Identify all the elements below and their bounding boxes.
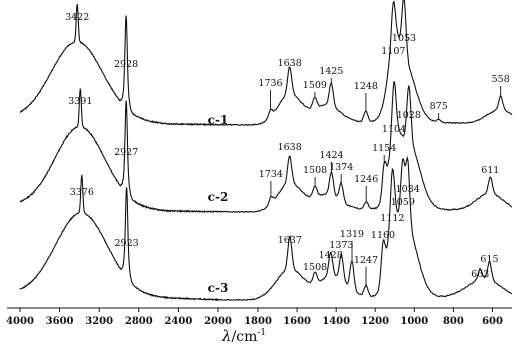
series-label: c-1	[208, 113, 229, 127]
peak-label: 1374	[329, 162, 353, 173]
peak-label: 1637	[278, 235, 302, 246]
x-tick-label: 600	[482, 316, 503, 327]
x-tick-label: 2000	[204, 316, 232, 327]
peak-label: 558	[492, 74, 510, 85]
x-tick-label: 1200	[361, 316, 389, 327]
peak-label: 1319	[340, 229, 364, 240]
spectrum-c-2	[19, 81, 513, 214]
peak-label: 1247	[354, 255, 378, 266]
peak-label: 1248	[354, 81, 378, 92]
peak-label: 1373	[329, 240, 353, 251]
peak-label: 1112	[380, 213, 404, 224]
peak-label: 1107	[381, 46, 405, 57]
peak-label: 1638	[278, 58, 302, 69]
x-axis-label: λ/cm-1	[221, 327, 266, 345]
peak-label: 1160	[371, 230, 395, 241]
peak-label: 1028	[397, 110, 421, 121]
peak-label: 2927	[114, 147, 138, 158]
x-tick-label: 3200	[85, 316, 113, 327]
peak-label: 1425	[319, 66, 343, 77]
peak-label: 1053	[392, 33, 416, 44]
peak-label: 1509	[303, 80, 327, 91]
peak-label: 1428	[319, 250, 343, 261]
peak-label: 1508	[303, 165, 327, 176]
peak-label: 1638	[278, 142, 302, 153]
x-tick-label: 800	[443, 316, 464, 327]
peak-label: 1734	[259, 169, 283, 180]
x-axis-ticks: 4000 3600 3200 2800 2400 2000 1800 1600 1400 1200…	[6, 308, 503, 327]
x-tick-label: 1400	[322, 316, 350, 327]
peak-label: 1424	[319, 150, 343, 161]
spectra-curves	[19, 0, 513, 302]
spectrum-c-1	[19, 0, 513, 127]
x-tick-label: 2400	[164, 316, 192, 327]
peak-label: 1059	[391, 197, 415, 208]
x-tick-label: 1800	[244, 316, 272, 327]
peak-label: 1154	[372, 143, 396, 154]
spectrum-c-3	[19, 155, 513, 302]
peak-label: 3422	[65, 12, 89, 23]
x-tick-label: 3600	[46, 316, 74, 327]
series-label: c-2	[208, 190, 229, 204]
peak-label: 2923	[115, 238, 139, 249]
peak-label: 1736	[258, 78, 282, 89]
peak-label: 1034	[396, 184, 420, 195]
peak-label: 663	[471, 269, 489, 280]
peak-label: 3376	[70, 187, 94, 198]
peak-label: 3391	[68, 96, 92, 107]
x-tick-label: 4000	[6, 316, 34, 327]
x-tick-label: 1600	[283, 316, 311, 327]
peak-label: 1508	[303, 262, 327, 273]
peak-label: 1104	[382, 124, 406, 135]
peak-label: 875	[430, 101, 448, 112]
peak-label: 615	[480, 254, 498, 265]
peak-label: 2928	[114, 59, 138, 70]
peak-label: 611	[481, 165, 499, 176]
x-tick-label: 2800	[125, 316, 153, 327]
series-label: c-3	[208, 281, 229, 295]
series-labels: c-1 c-2 c-3	[208, 113, 229, 295]
x-tick-label: 1000	[400, 316, 428, 327]
peak-annotations: 3422292817361638150914251248110710538755…	[65, 12, 510, 286]
peak-label: 1246	[354, 174, 378, 185]
